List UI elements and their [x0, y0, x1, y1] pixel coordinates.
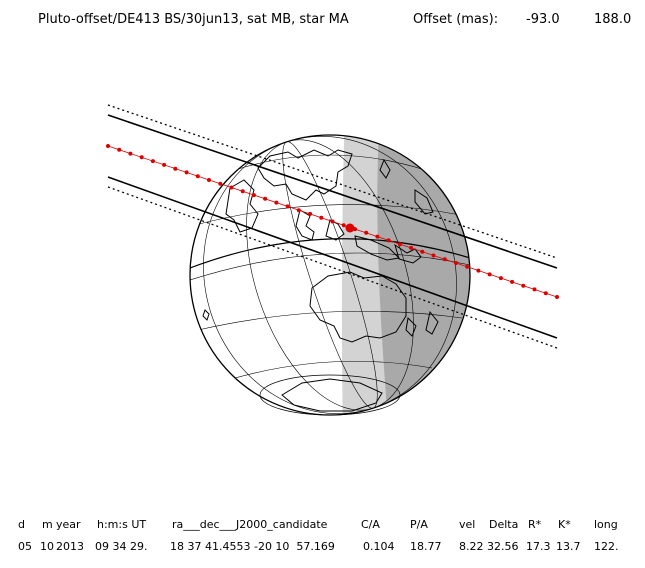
offset-y-value: 188.0	[594, 12, 632, 27]
header: Pluto-offset/DE413 BS/30jun13, sat MB, s…	[0, 0, 645, 40]
uncertainty-limits	[107, 104, 558, 349]
col-header-month: m	[42, 518, 53, 531]
col-header-radec: ra___dec___J2000_candidate	[172, 518, 328, 531]
offset-label: Offset (mas):	[413, 12, 499, 27]
south-limit-line	[107, 176, 558, 339]
value-ca: 0.104	[363, 540, 395, 553]
event-table: d m year h:m:s UT ra___dec___J2000_candi…	[0, 510, 645, 568]
value-long: 122.	[594, 540, 619, 553]
closest-approach-point	[345, 223, 355, 233]
north-uncertainty-line	[107, 104, 558, 259]
north-limit-line	[107, 114, 558, 269]
col-header-k-mag: K*	[558, 518, 571, 531]
value-vel: 8.22	[459, 540, 484, 553]
col-header-ca: C/A	[361, 518, 380, 531]
equator	[190, 238, 470, 269]
value-k-mag: 13.7	[556, 540, 581, 553]
col-header-r-mag: R*	[528, 518, 542, 531]
table-header-row: d m year h:m:s UT ra___dec___J2000_candi…	[0, 518, 645, 534]
occultation-globe-map	[106, 104, 559, 416]
col-header-long: long	[594, 518, 618, 531]
col-header-year: year	[56, 518, 81, 531]
value-delta: 32.56	[487, 540, 519, 553]
value-pa: 18.77	[410, 540, 442, 553]
table-value-row: 05 10 2013 09 34 29. 18 37 41.4553 -20 1…	[0, 540, 645, 556]
col-header-day: d	[18, 518, 25, 531]
value-month: 10	[40, 540, 54, 553]
value-year: 2013	[56, 540, 84, 553]
offset-x-value: -93.0	[526, 12, 560, 27]
col-header-delta: Delta	[489, 518, 519, 531]
central-path-line	[107, 145, 558, 298]
globe-outline	[189, 134, 471, 416]
value-day: 05	[18, 540, 32, 553]
col-header-vel: vel	[459, 518, 476, 531]
south-uncertainty-line	[107, 186, 558, 349]
col-header-pa: P/A	[410, 518, 428, 531]
value-time: 09 34 29.	[95, 540, 148, 553]
plot-title: Pluto-offset/DE413 BS/30jun13, sat MB, s…	[38, 12, 349, 27]
shadow-limits	[107, 114, 558, 339]
coastlines	[202, 149, 439, 412]
col-header-time: h:m:s UT	[97, 518, 147, 531]
value-r-mag: 17.3	[526, 540, 551, 553]
value-radec: 18 37 41.4553 -20 10 57.169	[170, 540, 335, 553]
